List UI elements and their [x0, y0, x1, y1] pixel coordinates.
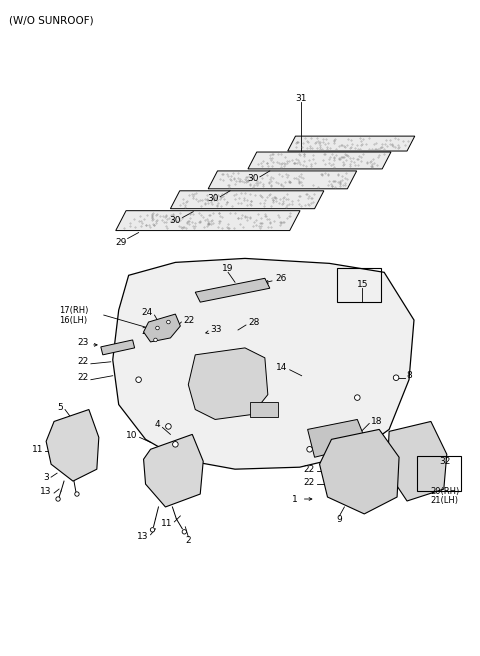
Circle shape [136, 377, 142, 382]
Circle shape [156, 326, 159, 330]
Circle shape [393, 375, 399, 380]
Text: 24: 24 [357, 447, 369, 456]
Text: 4: 4 [155, 420, 160, 429]
Text: 8: 8 [406, 371, 412, 380]
Bar [250, 401, 278, 417]
Polygon shape [188, 348, 268, 419]
Polygon shape [101, 340, 134, 355]
Text: 1: 1 [292, 495, 298, 504]
Text: 17(RH): 17(RH) [59, 306, 88, 315]
Circle shape [166, 424, 171, 429]
Text: 13: 13 [39, 487, 51, 495]
Text: 18: 18 [371, 417, 383, 426]
Polygon shape [116, 211, 300, 230]
Polygon shape [288, 136, 415, 151]
Text: 16(LH): 16(LH) [59, 316, 87, 325]
Text: 6: 6 [65, 420, 71, 429]
Text: 22: 22 [303, 478, 314, 487]
Text: 10: 10 [126, 431, 138, 440]
Text: 5: 5 [57, 403, 63, 412]
Text: 23: 23 [77, 338, 89, 348]
Text: 22: 22 [303, 464, 314, 474]
Polygon shape [308, 419, 367, 457]
Polygon shape [113, 258, 414, 469]
Text: 33: 33 [210, 325, 222, 335]
Text: 26: 26 [276, 274, 287, 283]
Text: 22: 22 [141, 327, 153, 337]
Circle shape [307, 447, 312, 452]
Text: 3: 3 [43, 472, 49, 482]
Text: 2: 2 [185, 536, 191, 545]
Circle shape [182, 529, 187, 534]
Text: 30: 30 [247, 174, 259, 184]
Circle shape [355, 395, 360, 400]
Circle shape [75, 492, 79, 496]
Polygon shape [248, 152, 391, 169]
Text: 21(LH): 21(LH) [431, 497, 459, 506]
Text: 22: 22 [78, 358, 89, 366]
Polygon shape [195, 278, 270, 302]
Polygon shape [208, 171, 357, 189]
Text: 28: 28 [248, 318, 259, 327]
Text: 20(RH): 20(RH) [431, 487, 460, 495]
Text: 15: 15 [357, 279, 368, 289]
Polygon shape [144, 434, 203, 507]
Text: 31: 31 [295, 94, 306, 103]
Text: 30: 30 [207, 194, 219, 203]
Text: 6: 6 [163, 455, 168, 464]
Text: 14: 14 [276, 363, 288, 372]
Polygon shape [144, 314, 180, 342]
Polygon shape [46, 409, 99, 481]
Text: 13: 13 [137, 532, 148, 541]
Text: 22: 22 [78, 373, 89, 382]
Text: 19: 19 [222, 264, 234, 273]
Polygon shape [170, 191, 324, 209]
Circle shape [150, 527, 155, 532]
Text: 22: 22 [183, 316, 194, 325]
Text: 24: 24 [141, 308, 153, 317]
Polygon shape [387, 421, 447, 501]
Text: 9: 9 [336, 516, 342, 524]
Circle shape [173, 441, 178, 447]
Text: 11: 11 [161, 520, 172, 528]
Circle shape [56, 497, 60, 501]
Circle shape [154, 338, 157, 342]
Text: 29: 29 [115, 238, 126, 247]
Circle shape [167, 320, 170, 324]
Text: 32: 32 [439, 457, 450, 466]
Text: (W/O SUNROOF): (W/O SUNROOF) [9, 16, 94, 26]
Text: 11: 11 [32, 445, 43, 454]
Text: 30: 30 [169, 216, 181, 225]
Polygon shape [320, 430, 399, 514]
